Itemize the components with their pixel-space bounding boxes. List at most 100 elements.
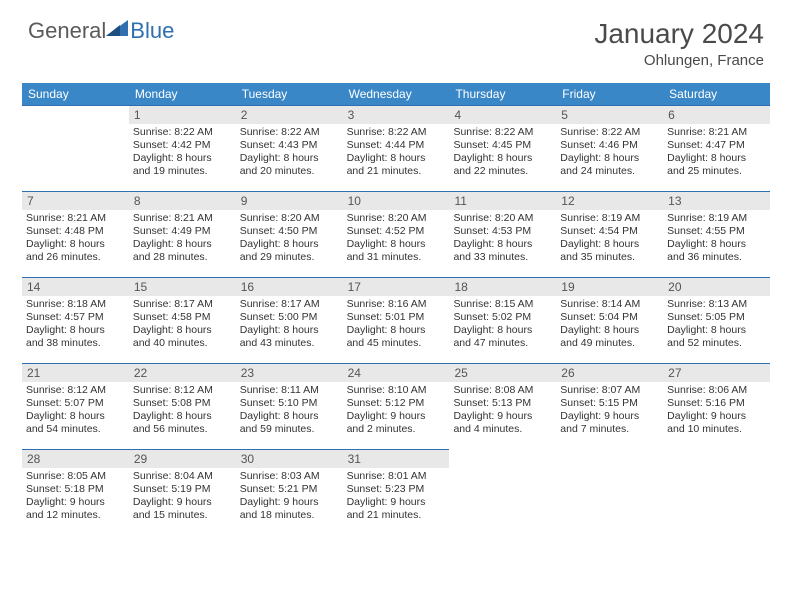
day-cell: 13Sunrise: 8:19 AMSunset: 4:55 PMDayligh… (663, 191, 770, 277)
sunrise-line: Sunrise: 8:20 AM (240, 212, 339, 225)
daylight-line-1: Daylight: 9 hours (667, 410, 766, 423)
page-title: January 2024 (594, 18, 764, 50)
day-cell (556, 449, 663, 535)
sunset-line: Sunset: 4:43 PM (240, 139, 339, 152)
daylight-line-1: Daylight: 8 hours (133, 238, 232, 251)
day-body: Sunrise: 8:17 AMSunset: 4:58 PMDaylight:… (129, 296, 236, 353)
week-row: 21Sunrise: 8:12 AMSunset: 5:07 PMDayligh… (22, 363, 770, 449)
daylight-line-1: Daylight: 9 hours (26, 496, 125, 509)
daylight-line-2: and 31 minutes. (347, 251, 446, 264)
sunset-line: Sunset: 5:07 PM (26, 397, 125, 410)
day-body: Sunrise: 8:15 AMSunset: 5:02 PMDaylight:… (449, 296, 556, 353)
sunrise-line: Sunrise: 8:15 AM (453, 298, 552, 311)
day-number: 1 (129, 106, 236, 124)
location-label: Ohlungen, France (594, 52, 764, 69)
sunset-line: Sunset: 4:54 PM (560, 225, 659, 238)
day-body: Sunrise: 8:22 AMSunset: 4:46 PMDaylight:… (556, 124, 663, 181)
day-number: 18 (449, 278, 556, 296)
sunset-line: Sunset: 4:50 PM (240, 225, 339, 238)
day-cell: 3 Sunrise: 8:22 AMSunset: 4:44 PMDaylight… (343, 105, 450, 191)
daylight-line-2: and 59 minutes. (240, 423, 339, 436)
day-body: Sunrise: 8:21 AMSunset: 4:48 PMDaylight:… (22, 210, 129, 267)
day-number: 15 (129, 278, 236, 296)
day-number: 3 (343, 106, 450, 124)
day-cell: 29Sunrise: 8:04 AMSunset: 5:19 PMDayligh… (129, 449, 236, 535)
daylight-line-1: Daylight: 8 hours (133, 324, 232, 337)
sunset-line: Sunset: 5:12 PM (347, 397, 446, 410)
sunset-line: Sunset: 5:18 PM (26, 483, 125, 496)
day-number: 17 (343, 278, 450, 296)
day-body: Sunrise: 8:12 AMSunset: 5:08 PMDaylight:… (129, 382, 236, 439)
logo-sail-icon (106, 20, 128, 36)
sunrise-line: Sunrise: 8:19 AM (667, 212, 766, 225)
day-body: Sunrise: 8:20 AMSunset: 4:50 PMDaylight:… (236, 210, 343, 267)
sunset-line: Sunset: 4:57 PM (26, 311, 125, 324)
logo-text-general: General (28, 18, 106, 44)
daylight-line-1: Daylight: 8 hours (453, 238, 552, 251)
day-cell: 4Sunrise: 8:22 AMSunset: 4:45 PMDaylight… (449, 105, 556, 191)
day-body: Sunrise: 8:22 AMSunset: 4:45 PMDaylight:… (449, 124, 556, 181)
day-header-row: SundayMondayTuesdayWednesdayThursdayFrid… (22, 83, 770, 105)
day-cell: 12Sunrise: 8:19 AMSunset: 4:54 PMDayligh… (556, 191, 663, 277)
daylight-line-2: and 54 minutes. (26, 423, 125, 436)
day-cell: 6Sunrise: 8:21 AMSunset: 4:47 PMDaylight… (663, 105, 770, 191)
sunset-line: Sunset: 5:15 PM (560, 397, 659, 410)
daylight-line-2: and 35 minutes. (560, 251, 659, 264)
daylight-line-2: and 25 minutes. (667, 165, 766, 178)
sunrise-line: Sunrise: 8:18 AM (26, 298, 125, 311)
daylight-line-1: Daylight: 8 hours (240, 410, 339, 423)
sunrise-line: Sunrise: 8:13 AM (667, 298, 766, 311)
daylight-line-1: Daylight: 9 hours (347, 410, 446, 423)
day-header: Saturday (663, 83, 770, 105)
day-cell: 5Sunrise: 8:22 AMSunset: 4:46 PMDaylight… (556, 105, 663, 191)
daylight-line-2: and 56 minutes. (133, 423, 232, 436)
day-body: Sunrise: 8:12 AMSunset: 5:07 PMDaylight:… (22, 382, 129, 439)
day-body: Sunrise: 8:11 AMSunset: 5:10 PMDaylight:… (236, 382, 343, 439)
daylight-line-2: and 18 minutes. (240, 509, 339, 522)
day-cell: 25Sunrise: 8:08 AMSunset: 5:13 PMDayligh… (449, 363, 556, 449)
sunrise-line: Sunrise: 8:19 AM (560, 212, 659, 225)
daylight-line-2: and 7 minutes. (560, 423, 659, 436)
calendar: SundayMondayTuesdayWednesdayThursdayFrid… (22, 83, 770, 535)
sunset-line: Sunset: 4:46 PM (560, 139, 659, 152)
sunset-line: Sunset: 4:44 PM (347, 139, 446, 152)
daylight-line-2: and 52 minutes. (667, 337, 766, 350)
sunset-line: Sunset: 4:53 PM (453, 225, 552, 238)
sunrise-line: Sunrise: 8:20 AM (347, 212, 446, 225)
day-number: 2 (236, 106, 343, 124)
day-number: 25 (449, 364, 556, 382)
day-body: Sunrise: 8:21 AMSunset: 4:49 PMDaylight:… (129, 210, 236, 267)
day-number: 24 (343, 364, 450, 382)
sunrise-line: Sunrise: 8:08 AM (453, 384, 552, 397)
daylight-line-1: Daylight: 8 hours (240, 152, 339, 165)
daylight-line-1: Daylight: 8 hours (560, 238, 659, 251)
sunset-line: Sunset: 4:45 PM (453, 139, 552, 152)
sunrise-line: Sunrise: 8:21 AM (667, 126, 766, 139)
daylight-line-1: Daylight: 9 hours (347, 496, 446, 509)
daylight-line-1: Daylight: 8 hours (347, 238, 446, 251)
daylight-line-2: and 15 minutes. (133, 509, 232, 522)
sunrise-line: Sunrise: 8:22 AM (347, 126, 446, 139)
day-body: Sunrise: 8:22 AMSunset: 4:42 PMDaylight:… (129, 124, 236, 181)
day-body: Sunrise: 8:21 AMSunset: 4:47 PMDaylight:… (663, 124, 770, 181)
daylight-line-2: and 21 minutes. (347, 165, 446, 178)
day-body: Sunrise: 8:01 AMSunset: 5:23 PMDaylight:… (343, 468, 450, 525)
day-number: 27 (663, 364, 770, 382)
sunrise-line: Sunrise: 8:22 AM (240, 126, 339, 139)
daylight-line-1: Daylight: 8 hours (347, 152, 446, 165)
daylight-line-2: and 49 minutes. (560, 337, 659, 350)
sunrise-line: Sunrise: 8:12 AM (133, 384, 232, 397)
daylight-line-2: and 10 minutes. (667, 423, 766, 436)
daylight-line-2: and 24 minutes. (560, 165, 659, 178)
day-body: Sunrise: 8:07 AMSunset: 5:15 PMDaylight:… (556, 382, 663, 439)
sunrise-line: Sunrise: 8:22 AM (133, 126, 232, 139)
sunrise-line: Sunrise: 8:12 AM (26, 384, 125, 397)
day-number: 23 (236, 364, 343, 382)
sunset-line: Sunset: 5:04 PM (560, 311, 659, 324)
day-body: Sunrise: 8:20 AMSunset: 4:53 PMDaylight:… (449, 210, 556, 267)
day-number: 20 (663, 278, 770, 296)
day-cell: 26Sunrise: 8:07 AMSunset: 5:15 PMDayligh… (556, 363, 663, 449)
day-body: Sunrise: 8:06 AMSunset: 5:16 PMDaylight:… (663, 382, 770, 439)
sunrise-line: Sunrise: 8:05 AM (26, 470, 125, 483)
daylight-line-2: and 36 minutes. (667, 251, 766, 264)
